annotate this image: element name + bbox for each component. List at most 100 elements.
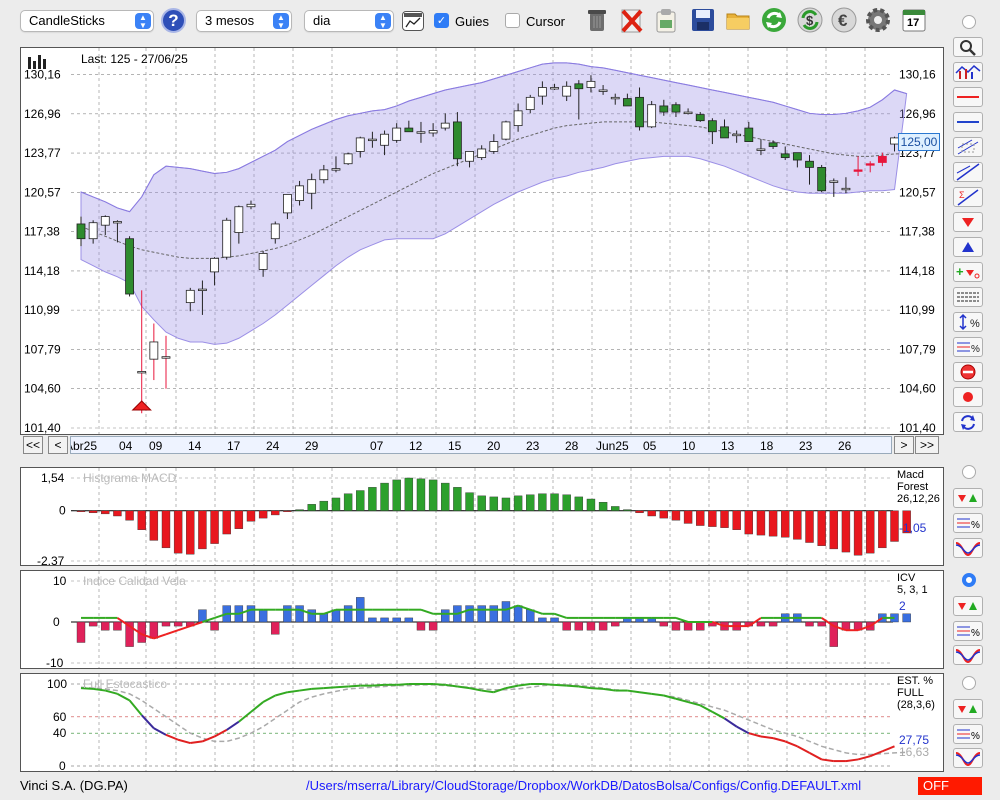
icv-bar [343, 605, 353, 623]
y-tick: -2,37 [37, 554, 65, 565]
macd-bar [186, 510, 195, 555]
y-tick-left: 110,99 [24, 303, 60, 317]
trendline-button[interactable] [953, 162, 983, 182]
x-tick: Jun25 [596, 439, 629, 453]
candle [343, 153, 353, 165]
y-tick: 60 [53, 710, 67, 724]
stoch-k-segment [687, 701, 701, 707]
icv-signals-button[interactable] [953, 596, 983, 616]
main-panel-radio[interactable] [962, 15, 976, 29]
macd-bar [829, 510, 838, 550]
delete-button[interactable] [618, 6, 646, 34]
candle [537, 87, 547, 97]
macd-percent-button[interactable]: % [953, 513, 983, 533]
period-select[interactable]: 3 mesos ▲ ▼ [196, 10, 292, 32]
no-entry-icon [960, 364, 976, 380]
percent-lines-button[interactable]: % [953, 337, 983, 357]
stoch-k-segment [190, 740, 203, 745]
lines-icon [957, 292, 979, 302]
nav-first-button[interactable]: << [23, 436, 43, 454]
macd-bar [696, 510, 705, 526]
macd-bar [319, 500, 329, 511]
macd-bar [477, 495, 486, 511]
icv-bar [768, 621, 778, 627]
macd-bar [902, 510, 911, 534]
icv-percent-button[interactable]: % [953, 621, 983, 641]
euro-button[interactable]: € [830, 6, 858, 34]
candle [562, 85, 572, 97]
stoch-panel-radio[interactable] [962, 676, 976, 690]
guides-checkbox[interactable]: ✓ [434, 13, 449, 28]
red-line-button[interactable] [953, 87, 983, 107]
stoch-k-segment [445, 683, 458, 688]
chart-window-button[interactable] [402, 11, 424, 31]
disable-button[interactable] [953, 362, 983, 382]
bars-icon [27, 53, 49, 69]
dollar-button[interactable]: $ [796, 6, 824, 34]
indicator-button[interactable] [953, 62, 983, 82]
save-button[interactable] [689, 6, 717, 34]
macd-curve-button[interactable] [953, 538, 983, 558]
macd-bar [428, 479, 438, 511]
stoch-signals-button[interactable] [953, 699, 983, 719]
mode-badge[interactable]: OFF [918, 777, 982, 795]
cursor-checkbox[interactable] [505, 13, 520, 28]
chart-type-select[interactable]: CandleSticks ▲ ▼ [20, 10, 154, 32]
refresh-button[interactable] [760, 6, 788, 34]
icv-curve-button[interactable] [953, 645, 983, 665]
macd-bar [295, 509, 304, 511]
x-tick: 29 [305, 439, 319, 453]
nav-prev-button[interactable]: < [48, 436, 68, 454]
settings-button[interactable] [864, 6, 892, 34]
config-path-link[interactable]: /Users/mserra/Library/CloudStorage/Dropb… [306, 778, 862, 793]
record-button[interactable] [953, 387, 983, 407]
stoch-chart[interactable]: 100 60 40 0 [21, 674, 943, 773]
icv-bar [173, 621, 183, 627]
cursor-label: Cursor [526, 14, 566, 29]
icv-bar [404, 617, 414, 623]
nav-last-button[interactable]: >> [915, 436, 939, 454]
open-button[interactable] [724, 6, 752, 34]
zoom-button[interactable] [953, 37, 983, 57]
macd-bar [246, 510, 256, 522]
clipboard-button[interactable] [652, 6, 680, 34]
buy-arrow-button[interactable] [953, 237, 983, 257]
sync-button[interactable] [953, 412, 983, 432]
clipboard-icon [656, 9, 676, 33]
stoch-legend-line1: EST. % [897, 675, 934, 687]
x-tick: 23 [526, 439, 540, 453]
percent-lines-icon: % [957, 729, 980, 742]
interval-value: dia [313, 13, 331, 28]
stoch-percent-button[interactable]: % [953, 724, 983, 744]
calendar-button[interactable]: 17 [900, 6, 928, 34]
y-tick: 40 [53, 726, 67, 740]
fibonacci-button[interactable]: Σ [953, 187, 983, 207]
nav-next-button[interactable]: > [894, 436, 914, 454]
icv-bar [392, 617, 401, 623]
candle [647, 104, 657, 128]
macd-signals-button[interactable] [953, 488, 983, 508]
macd-bar [720, 510, 729, 528]
y-tick-right: 126,96 [899, 107, 936, 121]
blue-line-button[interactable] [953, 112, 983, 132]
channel-button[interactable] [953, 137, 983, 157]
candle [501, 121, 511, 140]
candle [598, 89, 608, 92]
icv-panel-radio[interactable] [962, 573, 976, 587]
stoch-k-segment [809, 752, 823, 761]
macd-bar [404, 477, 414, 511]
trendline-icon [956, 163, 980, 181]
trash-button[interactable] [583, 6, 611, 34]
scale-percent-button[interactable]: % [953, 312, 983, 332]
macd-chart[interactable]: 1,54 0 -2,37 [21, 468, 943, 568]
grid-button[interactable] [953, 287, 983, 307]
interval-select[interactable]: dia ▲ ▼ [304, 10, 394, 32]
icv-chart[interactable]: 10 0 -10 [21, 571, 943, 670]
sell-arrow-button[interactable] [953, 212, 983, 232]
signals-button[interactable]: + [953, 262, 983, 282]
help-button[interactable]: ? [161, 8, 186, 33]
stoch-k-segment [857, 755, 871, 761]
macd-panel-radio[interactable] [962, 465, 976, 479]
stoch-curve-button[interactable] [953, 748, 983, 768]
